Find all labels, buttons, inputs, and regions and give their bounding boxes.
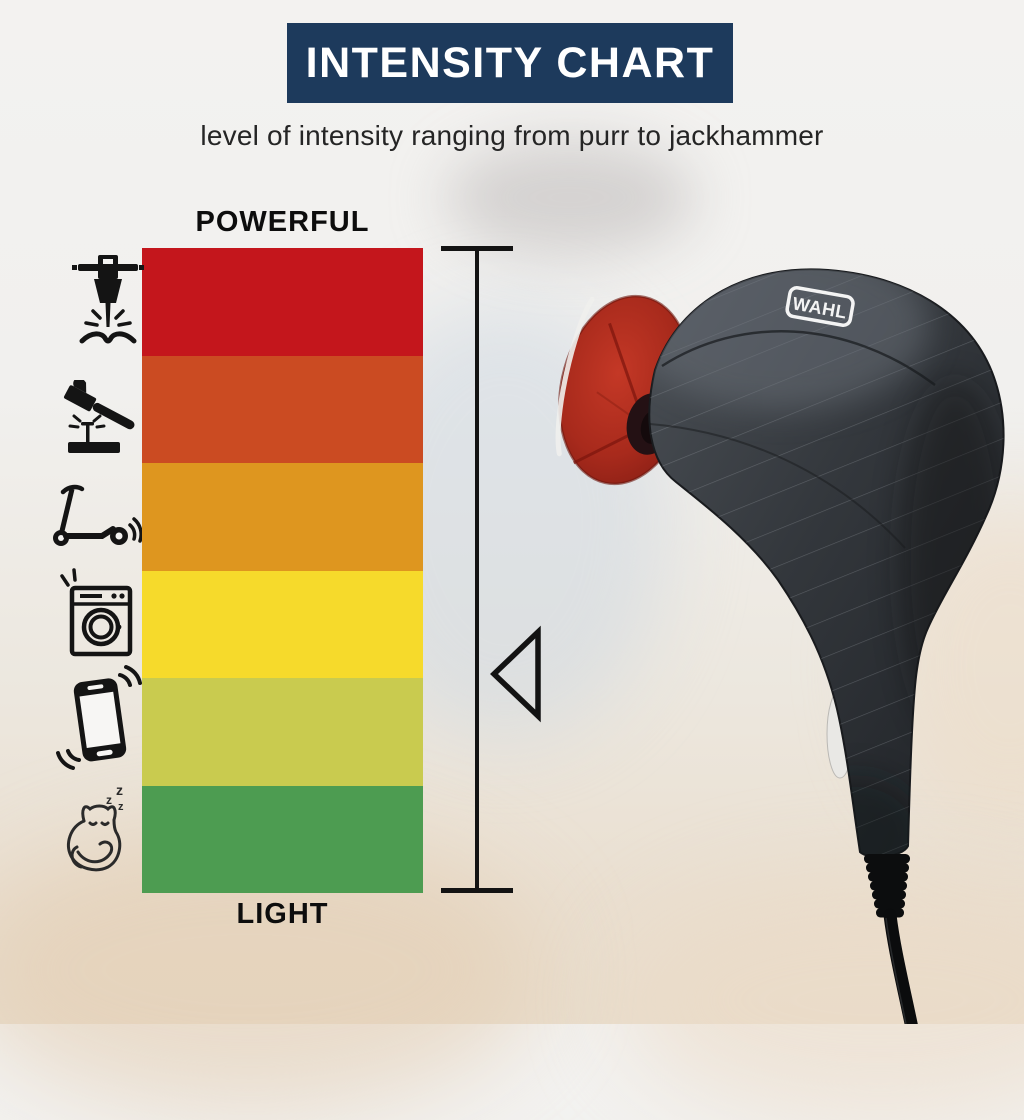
intensity-segment-jackhammer	[142, 248, 423, 356]
washing-machine-icon	[58, 568, 140, 665]
intensity-segment-hammer	[142, 355, 423, 463]
hammer-icon	[56, 378, 144, 465]
intensity-segment-vibrating-phone	[142, 678, 423, 786]
brand-logo: WAHL	[785, 286, 855, 327]
left-pointer-triangle-icon	[490, 625, 541, 723]
page-subtitle: level of intensity ranging from purr to …	[200, 120, 824, 151]
title-banner: INTENSITY CHART	[287, 23, 733, 103]
vibrating-phone-icon	[56, 664, 142, 775]
scooter-icon	[46, 484, 143, 555]
scale-top-label: POWERFUL	[195, 206, 370, 238]
intensity-segment-washing-machine	[142, 570, 423, 678]
intensity-segment-scooter	[142, 463, 423, 571]
massager-product: WAHL	[555, 268, 1005, 1024]
scale-bottom-label: LIGHT	[236, 898, 329, 930]
sleep-z-3: z	[118, 801, 124, 813]
jackhammer-icon	[72, 255, 144, 360]
chrome-rim-highlight	[555, 296, 595, 457]
sleeping-cat-icon: z z z	[58, 782, 140, 881]
intensity-bar	[142, 248, 423, 893]
page-title: INTENSITY CHART	[305, 38, 715, 87]
measure-line	[475, 248, 479, 890]
sleep-z-1: z	[106, 793, 112, 807]
strain-relief-boot	[864, 854, 910, 918]
sleep-z-2: z	[116, 782, 123, 798]
intensity-segment-purring-cat	[142, 785, 423, 893]
power-cord	[883, 908, 918, 1024]
measure-line-bottom-cap	[441, 888, 513, 893]
